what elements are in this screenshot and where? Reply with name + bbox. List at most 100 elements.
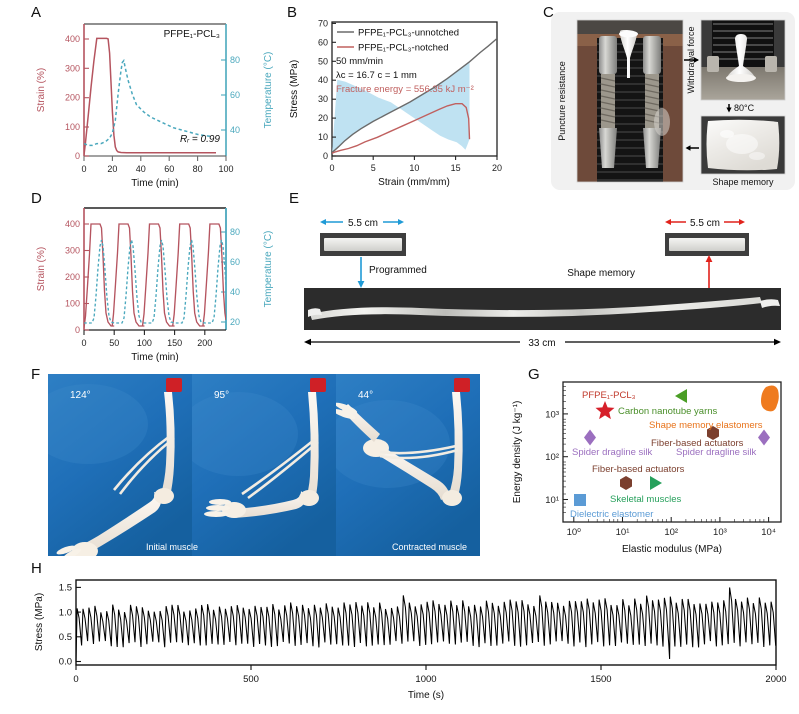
panel-label-c: C — [543, 4, 554, 21]
e-label-programmed: Programmed — [369, 265, 427, 276]
g-xtick-3: 10³ — [713, 527, 727, 538]
h-xtick-500: 500 — [243, 674, 259, 685]
d-ylabel-left: Strain (%) — [36, 247, 47, 291]
d-xtick-150: 150 — [167, 338, 182, 348]
b-unnotched-curve — [332, 37, 497, 153]
b-rate: 50 mm/min — [336, 56, 383, 67]
f-angle-1: 124° — [70, 390, 91, 401]
panel-label-e: E — [289, 190, 300, 207]
g-xtick-4: 10⁴ — [761, 527, 776, 538]
d-ytick-300: 300 — [65, 246, 80, 256]
d-xlabel: Time (min) — [131, 352, 178, 363]
panel-e-photos: 5.5 cm Programmed 5.5 cm Shape memory 33… — [290, 200, 795, 360]
d-strain-curve — [84, 223, 226, 329]
b-ytick-20: 20 — [318, 113, 328, 123]
h-stress-curve — [75, 587, 777, 662]
a-ytick-200: 200 — [65, 93, 80, 103]
panel-f-photos: 124° 95° 44° Initial muscle Contracte — [48, 374, 480, 556]
h-xtick-1500: 1500 — [590, 674, 611, 685]
f-photo-2: 95° — [192, 374, 336, 556]
g-xtick-1: 10¹ — [616, 527, 630, 538]
h-xtick-0: 0 — [73, 674, 78, 685]
f-caption-contracted: Contracted muscle — [392, 542, 467, 552]
d-xtick-0: 0 — [81, 338, 86, 348]
g-label-cnt: Carbon nanotube yarns — [618, 406, 718, 417]
g-ylabel: Energy density (J kg⁻¹) — [512, 401, 523, 504]
panel-h-chart: 0.0 0.5 1.0 1.5 0 500 1000 1500 2000 Tim… — [28, 570, 790, 710]
g-label-skeletal: Skeletal muscles — [610, 494, 682, 505]
g-ytick-3: 10³ — [545, 409, 559, 420]
d-ytick-100: 100 — [65, 299, 80, 309]
h-xlabel: Time (s) — [408, 690, 444, 701]
e-len-left: 5.5 cm — [348, 218, 378, 229]
g-marker-triangle-left — [675, 389, 687, 403]
c-label-shape-memory: Shape memory — [712, 177, 774, 187]
g-marker-diamond-right — [758, 429, 770, 446]
b-ytick-70: 70 — [318, 18, 328, 28]
g-marker-blob — [761, 385, 779, 412]
g-label-fiber-left: Fiber-based actuators — [592, 464, 685, 475]
c-arrow-heat — [726, 104, 732, 113]
a-temp-curve — [84, 58, 212, 147]
d-ytick2-60: 60 — [230, 257, 240, 267]
a-annotation: Rᵣ = 0.99 — [180, 134, 220, 145]
d-ytick-0: 0 — [75, 325, 80, 335]
f-photo-3: 44° — [336, 374, 480, 556]
c-photo-shape-memory — [701, 116, 785, 174]
h-ytick-15: 1.5 — [59, 583, 72, 594]
g-xtick-2: 10² — [664, 527, 678, 538]
a-ytick2-80: 80 — [230, 55, 240, 65]
e-len-total: 33 cm — [528, 338, 555, 349]
a-xtick-60: 60 — [164, 164, 174, 174]
e-label-shape-memory: Shape memory — [567, 268, 635, 279]
c-photo-puncture — [577, 20, 683, 182]
g-label-silk-right: Spider dragline silk — [676, 447, 757, 458]
e-photo-short-right — [665, 233, 749, 256]
panel-label-b: B — [287, 4, 298, 21]
a-ytick-100: 100 — [65, 122, 80, 132]
panel-label-a: A — [31, 4, 42, 21]
a-ytick2-40: 40 — [230, 125, 240, 135]
b-xtick-10: 10 — [409, 163, 419, 173]
g-label-dielectric: Dielectric elastomer — [570, 509, 653, 520]
b-xlabel: Strain (mm/mm) — [378, 177, 450, 188]
h-ytick-05: 0.5 — [59, 632, 72, 643]
g-xtick-0: 10⁰ — [567, 527, 582, 538]
d-ytick-400: 400 — [65, 219, 80, 229]
g-marker-star — [595, 401, 615, 420]
g-label-sme: Shape memory elastomers — [649, 420, 763, 431]
e-dim-total: 33 cm — [304, 335, 781, 349]
panel-a-chart: 0 100 200 300 400 40 60 80 0 20 40 60 80… — [28, 10, 286, 190]
e-len-right: 5.5 cm — [690, 218, 720, 229]
g-label-fiber-right: Fiber-based actuators — [651, 438, 744, 449]
f-angle-2: 95° — [214, 390, 229, 401]
b-legend-notched: PFPE₁-PCL₃-notched — [358, 43, 449, 54]
g-xlabel: Elastic modulus (MPa) — [622, 544, 722, 555]
e-dim-left: 5.5 cm — [320, 215, 404, 229]
panel-label-f: F — [31, 366, 41, 383]
b-ytick-50: 50 — [318, 56, 328, 66]
e-arrow-shape-memory — [705, 255, 713, 288]
b-ytick-0: 0 — [323, 151, 328, 161]
b-xtick-0: 0 — [329, 163, 334, 173]
c-label-temp: 80°C — [734, 103, 755, 113]
a-ylabel-right: Temperature (°C) — [263, 52, 274, 129]
panel-g-chart: 10⁰ 10¹ 10² 10³ 10⁴ 10¹ 10² 10³ Elastic … — [500, 372, 799, 564]
b-lambda: λᴄ = 16.7 c = 1 mm — [336, 70, 417, 81]
a-ylabel-left: Strain (%) — [36, 68, 47, 112]
f-angle-3: 44° — [358, 390, 373, 401]
d-ytick2-80: 80 — [230, 227, 240, 237]
a-ytick2-60: 60 — [230, 90, 240, 100]
b-ytick-40: 40 — [318, 75, 328, 85]
d-ylabel-right: Temperature (°C) — [263, 231, 274, 308]
panel-d-chart: 0 100 200 300 400 20 40 60 80 0 50 100 1… — [28, 196, 286, 364]
b-xtick-5: 5 — [371, 163, 376, 173]
e-dim-right: 5.5 cm — [665, 215, 745, 229]
panel-c-photos: Puncture resistance Withdrawal force 80°… — [551, 12, 795, 190]
d-ytick-200: 200 — [65, 272, 80, 282]
g-ytick-2: 10² — [545, 452, 559, 463]
b-xtick-15: 15 — [451, 163, 461, 173]
panel-label-d: D — [31, 190, 42, 207]
d-xtick-50: 50 — [109, 338, 119, 348]
a-ytick-400: 400 — [65, 34, 80, 44]
